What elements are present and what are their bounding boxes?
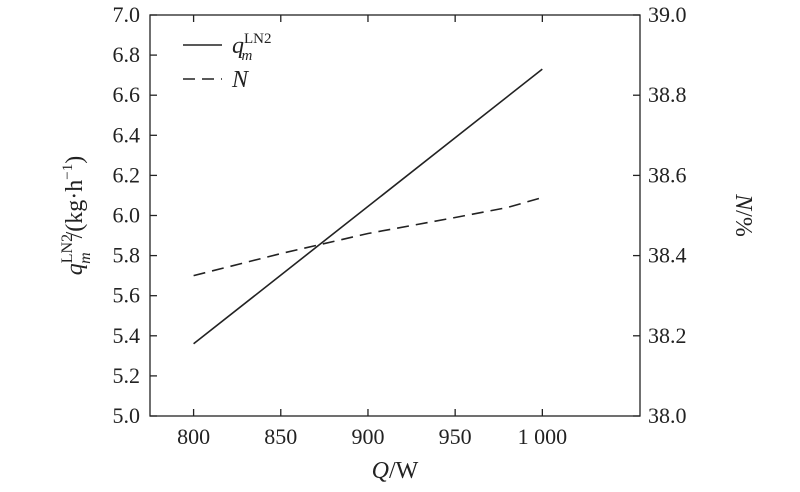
y-right-var: N — [730, 193, 756, 212]
y-right-tick-label: 38.6 — [648, 162, 687, 187]
x-tick-label: 1 000 — [518, 424, 568, 449]
y-right-tick-label: 38.2 — [648, 323, 687, 348]
y-left-tick-label: 6.2 — [113, 162, 141, 187]
y-right-tick-label: 38.8 — [648, 82, 687, 107]
x-tick-label: 850 — [264, 424, 297, 449]
axes: 800 850 900 950 1 000 5.0 5.2 5.4 5.6 5.8 6.0 6.2 6.… — [59, 2, 756, 484]
y-left-tick-label: 6.6 — [113, 82, 141, 107]
y-right-tick-label: 39.0 — [648, 2, 687, 27]
legend: qLN2 mN — [183, 31, 272, 93]
y-left-tick-label: 5.6 — [113, 283, 141, 308]
plot-frame — [149, 14, 641, 417]
y-left-var: q — [62, 263, 88, 275]
legend-qm-sup: LN2 — [244, 31, 272, 47]
x-axis-var: Q — [372, 458, 389, 484]
y-left-tick-label: 6.4 — [113, 122, 141, 147]
y-right-unit: /% — [730, 210, 756, 237]
legend-label-qm: qLN2 m — [232, 31, 272, 64]
y-left-tick-label: 6.0 — [113, 203, 141, 228]
y-left-unit-close: ) — [62, 156, 88, 164]
y-left-unit-exp: −1 — [60, 164, 76, 180]
x-tick-label: 900 — [351, 424, 384, 449]
y-right-axis-title: N/% — [730, 193, 756, 237]
y-right-tick-label: 38.4 — [648, 243, 687, 268]
x-axis-unit: /W — [389, 458, 419, 484]
y-left-sup: LN2 — [59, 234, 76, 263]
y-left-axis-title: qLN2m /(kg·h−1) — [59, 156, 94, 276]
legend-label-n: N — [231, 67, 250, 93]
series-line-n — [193, 196, 543, 277]
y-left-tick-label: 5.8 — [113, 243, 141, 268]
y-left-unit: /(kg·h — [62, 180, 88, 239]
x-tick-label: 800 — [177, 424, 210, 449]
legend-qm-var: q — [232, 33, 244, 59]
legend-qm-sub: m — [242, 48, 253, 64]
plot-area — [193, 68, 543, 345]
x-axis-title: Q/W — [372, 458, 419, 484]
y-left-tick-label: 5.0 — [113, 403, 141, 428]
x-tick-label: 950 — [439, 424, 472, 449]
series-line-qm — [193, 68, 543, 345]
y-left-tick-label: 5.4 — [113, 323, 141, 348]
y-left-tick-label: 6.8 — [113, 42, 141, 67]
y-left-tick-label: 7.0 — [113, 2, 141, 27]
y-left-sub: m — [77, 252, 94, 264]
y-right-tick-label: 38.0 — [648, 403, 687, 428]
y-left-tick-label: 5.2 — [113, 363, 141, 388]
